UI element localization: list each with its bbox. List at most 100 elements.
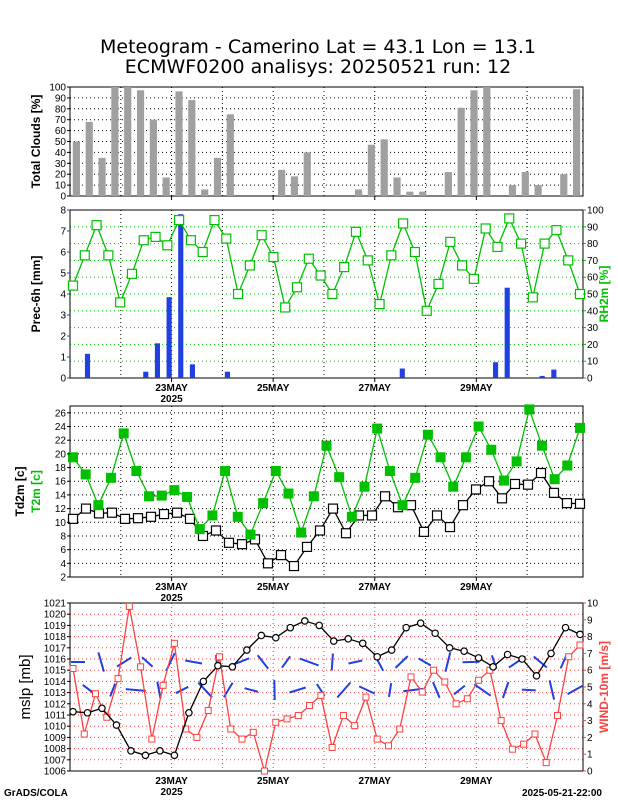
y2-tick-label: 100 [587, 206, 604, 217]
cloud-bar [290, 176, 299, 196]
wind10m-point [418, 688, 426, 696]
wind10m-point [328, 743, 336, 751]
x-tick-label: 23MAY [155, 582, 188, 593]
x-tick-label: 27MAY [359, 776, 392, 787]
t2m-point [397, 500, 408, 511]
y-tick-label: 90 [55, 93, 67, 104]
y-tick-label: 1014 [44, 677, 67, 688]
mslp-point [416, 619, 425, 627]
wind-barb [418, 657, 432, 667]
td2m-point [327, 503, 339, 514]
y2-tick-label: 0 [587, 374, 593, 385]
y2-tick-label: 2 [587, 733, 593, 744]
y-tick-label: 1009 [44, 733, 67, 744]
mslp-point [489, 663, 497, 671]
y-tick-label: 22 [55, 436, 67, 447]
y2-tick-label: 9 [587, 615, 593, 626]
td2m-point [301, 541, 313, 553]
y-tick-label: 1016 [44, 655, 67, 666]
wind-barb [299, 657, 319, 667]
mslp-point [402, 623, 410, 632]
rh2m-point [150, 231, 161, 242]
x-tick-label: 25MAY [257, 776, 290, 787]
mslp-point [460, 647, 468, 655]
td2m-point [561, 498, 573, 509]
t2m-point [106, 472, 117, 483]
wind-barb [330, 653, 334, 671]
rh2m-point [480, 223, 491, 234]
y-tick-label: 1018 [44, 632, 67, 643]
td2m-point [288, 560, 300, 572]
wind10m-point [249, 728, 257, 736]
rh2m-point [280, 302, 291, 313]
precip-bar [399, 368, 405, 378]
td2m-point [574, 498, 586, 509]
y2-tick-label: 50 [587, 290, 599, 301]
td2m-point [93, 508, 105, 519]
td2m-point [275, 550, 287, 561]
wind-barb [473, 683, 492, 697]
rh2m-point [103, 250, 114, 261]
wind10m-point [125, 602, 133, 610]
cloud-bar [72, 141, 81, 196]
td2m-point [340, 528, 352, 539]
wind-barb [125, 688, 146, 692]
mslp-point [69, 707, 77, 716]
t2m-point [346, 511, 357, 522]
x-tick-label: 29MAY [460, 776, 493, 787]
rh2m-point [492, 241, 503, 253]
y2-tick-label: 30 [587, 323, 599, 334]
precip-bar [492, 362, 499, 378]
rh2m-point [185, 235, 197, 246]
y2-tick-label: 80 [587, 239, 599, 250]
y-tick-label: 1019 [44, 621, 67, 632]
t2m-point [80, 469, 91, 480]
rh2m-point [268, 251, 279, 263]
y-tick-label: 1011 [44, 711, 66, 722]
td2m-point [418, 526, 430, 537]
mslp-point [373, 652, 382, 661]
wind10m-point [531, 730, 539, 738]
t2m-point [410, 472, 421, 483]
precip-bar [539, 375, 545, 378]
mslp-point [214, 661, 222, 670]
t2m-point [384, 465, 395, 476]
wind10m-point [148, 735, 156, 743]
cloud-bar [393, 177, 401, 196]
cloud-bar [98, 157, 106, 196]
td2m-point [223, 537, 235, 548]
cloud-bar [521, 172, 529, 196]
td2m-point [405, 500, 417, 511]
y-tick-label: 26 [55, 408, 67, 419]
mslp-point [518, 655, 526, 663]
y-tick-label: 80 [55, 104, 67, 115]
mslp-point [199, 677, 208, 686]
mslp-point [228, 663, 237, 671]
wind10m-point [430, 666, 438, 674]
wind-barb [444, 652, 452, 672]
wind-barb [197, 682, 213, 698]
wind10m-point [283, 715, 291, 723]
y-tick-label: 1021 [44, 599, 67, 610]
rh2m-point [409, 246, 421, 258]
mslp-point [576, 630, 584, 639]
rh2m-point [209, 214, 220, 226]
y-tick-label: 3 [60, 311, 66, 322]
mslp-point [387, 646, 396, 654]
wind10m-point [238, 735, 246, 743]
y-tick-label: 14 [55, 490, 67, 501]
wind10m-point [542, 759, 550, 767]
x-tick-year: 2025 [160, 787, 183, 798]
wind10m-point [396, 725, 404, 733]
td2m-point [431, 510, 443, 521]
x-tick-label: 27MAY [359, 582, 392, 593]
wind10m-point [317, 691, 325, 699]
mslp-point [127, 747, 135, 755]
y-tick-label: 4 [60, 559, 66, 570]
wind-barb [453, 684, 466, 696]
cloud-bar [149, 119, 157, 196]
rh2m-point [91, 220, 102, 231]
mslp-point [315, 621, 324, 630]
cloud-bar [175, 91, 183, 196]
